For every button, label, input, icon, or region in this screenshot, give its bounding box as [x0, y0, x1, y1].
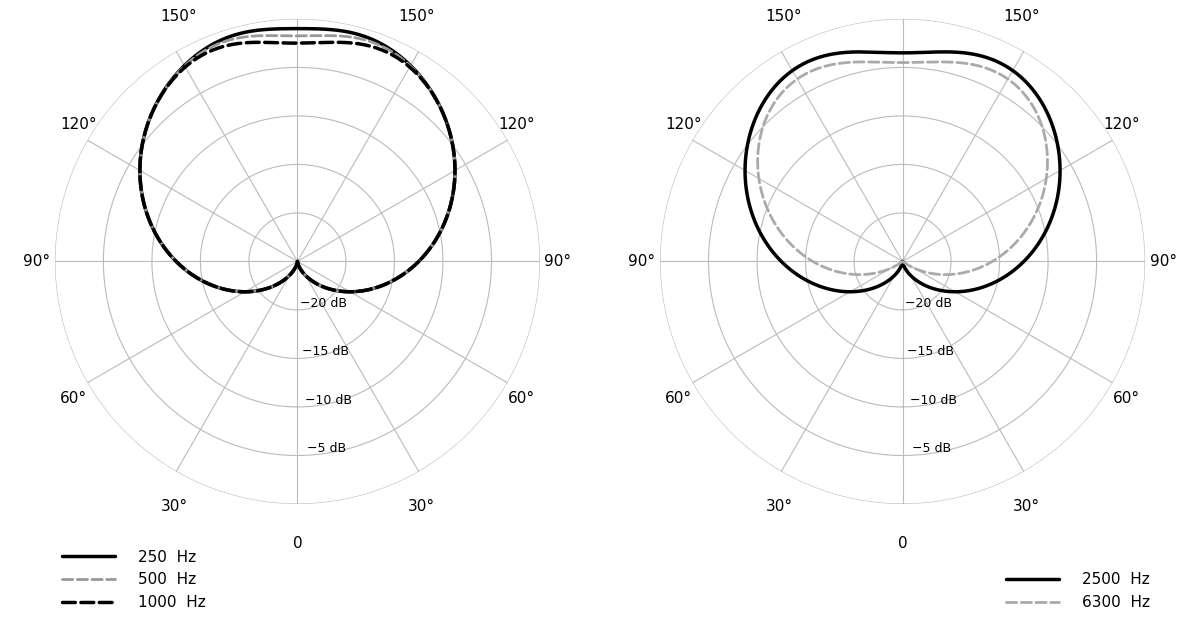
Text: 120°: 120°	[60, 117, 97, 132]
Text: −10 dB: −10 dB	[910, 394, 956, 407]
Legend: 2500  Hz, 6300  Hz: 2500 Hz, 6300 Hz	[1000, 566, 1157, 616]
Text: −5 dB: −5 dB	[912, 442, 952, 455]
Text: 150°: 150°	[398, 9, 434, 24]
Text: 60°: 60°	[60, 391, 88, 406]
Text: −15 dB: −15 dB	[302, 345, 349, 358]
Text: 30°: 30°	[1013, 499, 1039, 514]
Text: 30°: 30°	[407, 499, 434, 514]
Text: 120°: 120°	[1103, 117, 1140, 132]
Text: 90°: 90°	[23, 254, 50, 269]
Text: −10 dB: −10 dB	[305, 394, 352, 407]
Text: 60°: 60°	[508, 391, 535, 406]
Text: 0: 0	[293, 536, 302, 551]
Text: 0: 0	[898, 536, 907, 551]
Text: 30°: 30°	[161, 499, 187, 514]
Text: 60°: 60°	[1112, 391, 1140, 406]
Text: 90°: 90°	[629, 254, 655, 269]
Legend: 250  Hz, 500  Hz, 1000  Hz: 250 Hz, 500 Hz, 1000 Hz	[55, 544, 212, 616]
Text: 60°: 60°	[665, 391, 692, 406]
Text: −15 dB: −15 dB	[907, 345, 954, 358]
Text: −5 dB: −5 dB	[307, 442, 347, 455]
Text: 30°: 30°	[766, 499, 793, 514]
Text: 150°: 150°	[766, 9, 802, 24]
Text: −20 dB: −20 dB	[300, 297, 347, 310]
Text: 90°: 90°	[1150, 254, 1177, 269]
Text: 120°: 120°	[498, 117, 535, 132]
Text: 90°: 90°	[545, 254, 571, 269]
Text: 120°: 120°	[665, 117, 702, 132]
Text: −20 dB: −20 dB	[905, 297, 952, 310]
Text: 150°: 150°	[1003, 9, 1039, 24]
Text: 150°: 150°	[161, 9, 197, 24]
